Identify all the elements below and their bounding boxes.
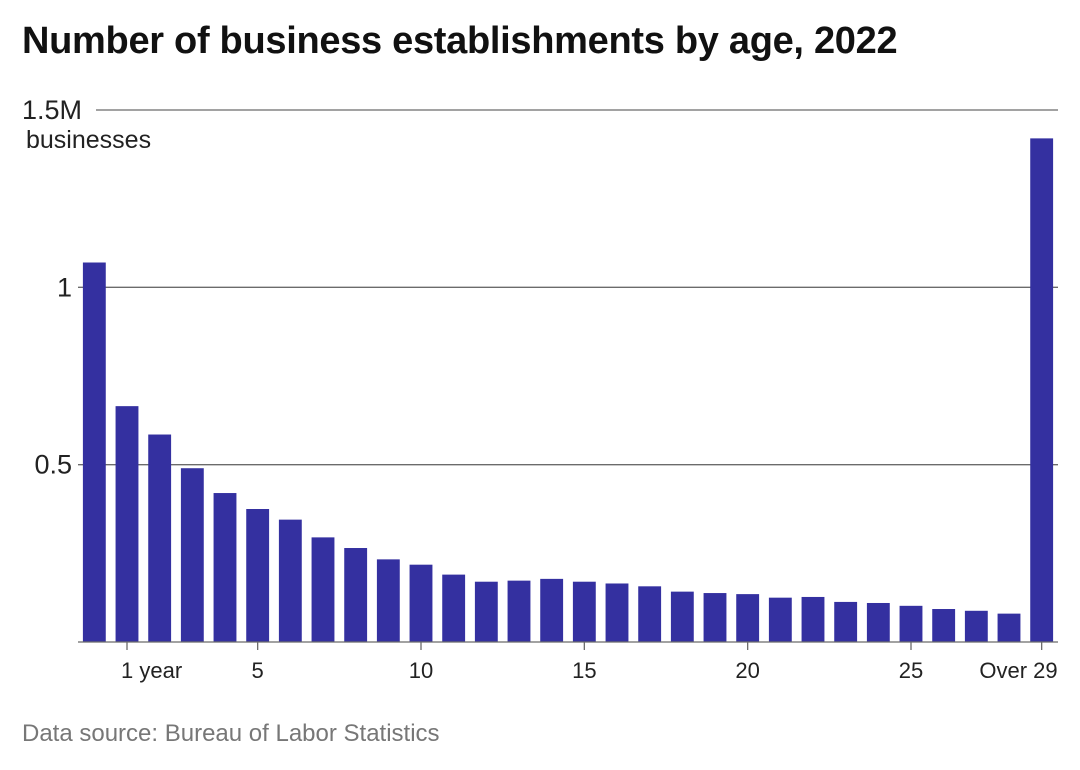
bar-age-13 bbox=[507, 580, 531, 642]
x-tick-label: 5 bbox=[252, 658, 264, 683]
bar-age-8 bbox=[344, 548, 368, 642]
bar-age-16 bbox=[605, 583, 629, 642]
bar-less-than-1-year bbox=[82, 262, 106, 642]
bar-age-5 bbox=[246, 509, 270, 642]
bar-age-15 bbox=[572, 581, 596, 642]
bar-age-25 bbox=[899, 605, 923, 642]
bar-age-18 bbox=[670, 591, 694, 642]
bar-age-7 bbox=[311, 537, 335, 642]
bar-age-21 bbox=[768, 597, 792, 642]
x-tick-label: 15 bbox=[572, 658, 596, 683]
y-tick-label: 0.5 bbox=[34, 450, 72, 480]
bar-age-28 bbox=[997, 613, 1021, 642]
bars bbox=[82, 138, 1054, 642]
bar-age-3 bbox=[180, 468, 204, 642]
bar-age-12 bbox=[474, 581, 498, 642]
bar-age-26 bbox=[932, 609, 956, 642]
y-tick-label: 1 bbox=[57, 272, 72, 302]
bar-age-24 bbox=[866, 602, 890, 642]
bar-age-22 bbox=[801, 596, 825, 642]
bar-age-4 bbox=[213, 493, 237, 642]
bar-over-29 bbox=[1030, 138, 1054, 642]
bar-age-27 bbox=[964, 610, 988, 642]
bar-age-17 bbox=[638, 586, 662, 642]
x-tick-label: 10 bbox=[409, 658, 433, 683]
bar-age-19 bbox=[703, 593, 727, 642]
bar-age-6 bbox=[278, 519, 302, 642]
x-tick-label: 25 bbox=[899, 658, 923, 683]
y-tick-label: 1.5M bbox=[22, 95, 82, 125]
chart-title: Number of business establishments by age… bbox=[22, 20, 898, 62]
bar-age-11 bbox=[442, 574, 466, 642]
bar-age-20 bbox=[736, 594, 760, 642]
x-tick-label: Over 29 bbox=[979, 658, 1057, 683]
bar-age-2 bbox=[148, 434, 172, 642]
bar-age-9 bbox=[376, 559, 400, 642]
y-axis-label: businesses bbox=[26, 126, 151, 154]
data-source: Data source: Bureau of Labor Statistics bbox=[22, 720, 440, 747]
bar-age-23 bbox=[834, 601, 858, 642]
x-tick-label: 1 year bbox=[121, 658, 182, 683]
bar-age-1 bbox=[115, 406, 139, 642]
gridlines bbox=[78, 109, 1058, 466]
bar-age-10 bbox=[409, 564, 433, 642]
x-tick-label: 20 bbox=[735, 658, 759, 683]
bar-age-14 bbox=[540, 578, 564, 642]
